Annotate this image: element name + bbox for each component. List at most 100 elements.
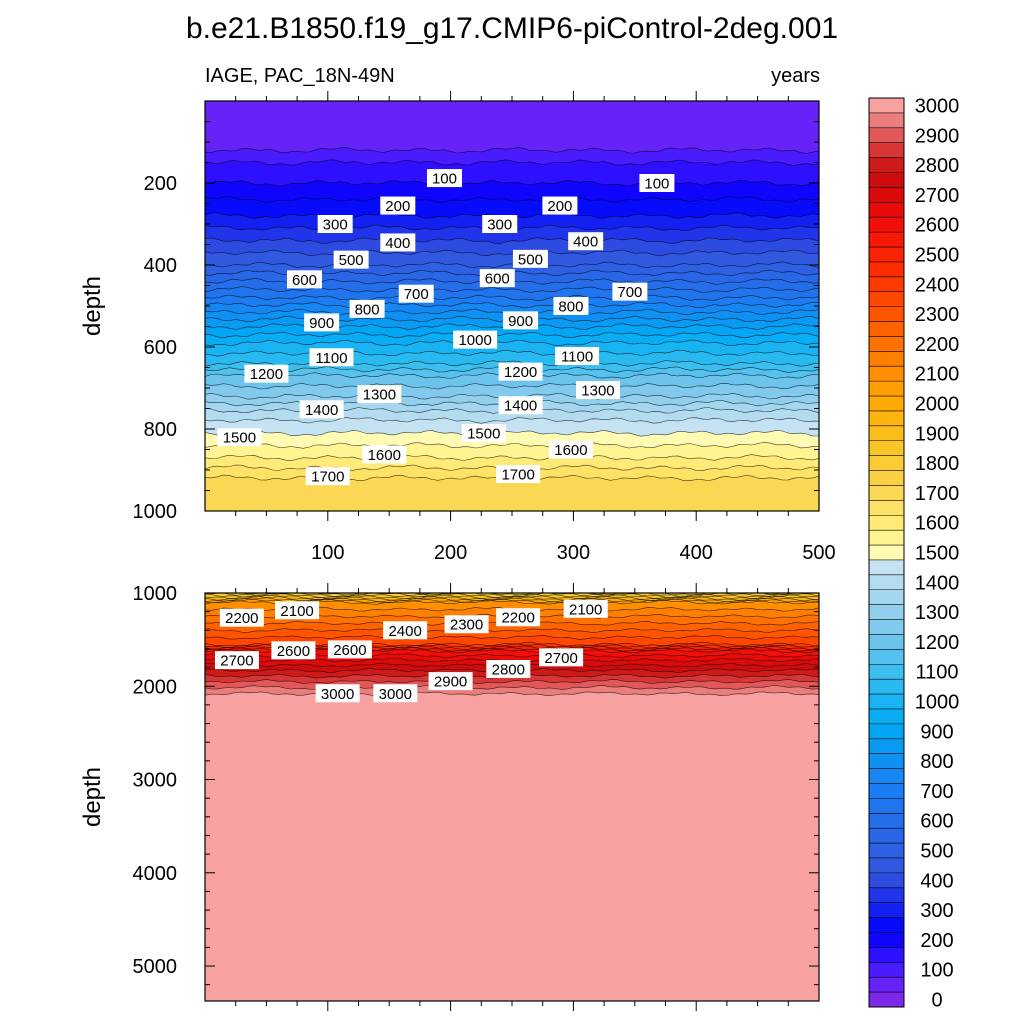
contour-line — [205, 598, 819, 604]
colorbar-swatch — [869, 932, 904, 948]
contour-line — [205, 441, 819, 449]
colorbar-label: 600 — [920, 811, 953, 833]
colorbar-swatch — [869, 306, 904, 323]
colorbar-label: 2600 — [915, 215, 960, 237]
colorbar-swatch — [869, 276, 904, 293]
contour-label-text: 1400 — [305, 402, 338, 419]
colorbar-label: 2000 — [915, 393, 960, 415]
contour-label: 2100 — [563, 599, 608, 618]
y-tick-label: 2000 — [133, 676, 178, 698]
colorbar-label: 1400 — [915, 572, 960, 594]
colorbar-swatch — [869, 992, 904, 1008]
contour-line — [205, 261, 819, 269]
colorbar-swatch — [869, 98, 904, 114]
colorbar-swatch — [869, 917, 904, 933]
contour-line — [205, 628, 819, 633]
y-tick-label: 1000 — [133, 583, 178, 605]
colorbar-swatch — [869, 872, 904, 889]
contour-label: 700 — [612, 282, 648, 301]
contour-line — [205, 679, 819, 684]
contour-label-text: 2400 — [388, 623, 421, 640]
colorbar-swatch — [869, 247, 904, 263]
colorbar-swatch — [869, 604, 904, 621]
contour-label-text: 2100 — [569, 601, 602, 618]
colorbar-swatch — [869, 947, 904, 963]
contour-label: 2100 — [275, 601, 320, 620]
contour-label-text: 1000 — [458, 332, 491, 349]
colorbar-swatch — [869, 962, 904, 978]
colorbar-swatch — [869, 202, 904, 218]
contour-label-text: 100 — [432, 171, 457, 188]
contour-label-text: 400 — [573, 234, 598, 251]
contour-line — [205, 196, 819, 203]
colorbar-label: 1200 — [915, 632, 960, 654]
colorbar-swatch — [869, 321, 904, 337]
contour-label-text: 500 — [518, 251, 543, 268]
colorbar-swatch — [869, 828, 904, 844]
colorbar-swatch — [869, 545, 904, 561]
colorbar-swatch — [869, 485, 904, 501]
contour-label: 2200 — [496, 608, 541, 627]
contour-line — [205, 294, 819, 302]
contour-line — [205, 685, 819, 690]
contour-line — [205, 594, 819, 600]
contour-label-text: 300 — [323, 217, 348, 234]
x-tick-label: 100 — [311, 542, 344, 564]
contour-label: 200 — [542, 196, 578, 215]
contour-line — [205, 593, 819, 596]
contour-label-text: 2700 — [544, 650, 577, 667]
contour-label-text: 3000 — [321, 686, 354, 703]
colorbar-swatch — [869, 887, 904, 904]
colorbar-swatch — [869, 977, 904, 993]
contour-label-text: 2200 — [501, 610, 534, 627]
colorbar-swatch — [869, 753, 904, 770]
colorbar-swatch — [869, 127, 904, 144]
contour-label-text: 900 — [508, 313, 533, 330]
contour-label: 600 — [286, 270, 322, 289]
contour-label: 3000 — [373, 684, 418, 703]
lower-contour-labels: 2200 2100 2100 2400 2300 2200 2700 2600 2600 2700… — [214, 599, 608, 703]
colorbar-swatch — [869, 515, 904, 531]
contour-label: 400 — [380, 233, 416, 252]
contour-label-text: 1200 — [504, 364, 537, 381]
colorbar-swatch — [869, 381, 904, 397]
contour-label: 2900 — [428, 672, 473, 691]
contour-label: 300 — [482, 215, 518, 234]
contour-label: 2700 — [539, 648, 584, 667]
contour-label-text: 400 — [385, 235, 410, 252]
upper-contour-labels: 100 100 200 200 300 300 400 400 500 500 600 600 700 7… — [217, 169, 675, 486]
contour-line — [205, 159, 819, 166]
variable-label: IAGE, PAC_18N-49N — [205, 65, 395, 87]
figure-title: b.e21.B1850.f19_g17.CMIP6-piControl-2deg… — [186, 12, 838, 45]
contour-label-text: 800 — [558, 299, 583, 316]
colorbar-label: 400 — [920, 870, 953, 892]
units-label: years — [771, 65, 820, 87]
contour-label: 1400 — [498, 396, 543, 415]
colorbar-swatch — [869, 694, 904, 710]
contour-label: 500 — [512, 249, 548, 268]
contour-line — [205, 179, 819, 187]
colorbar-swatch — [869, 723, 904, 740]
contour-label: 800 — [349, 299, 385, 318]
colorbar-label: 2400 — [915, 274, 960, 296]
contour-label-text: 300 — [487, 217, 512, 234]
colorbar-label: 0 — [931, 990, 942, 1012]
colorbar-swatch — [869, 157, 904, 174]
contour-label-text: 1700 — [501, 467, 534, 484]
y-tick-label: 600 — [144, 337, 177, 359]
contour-label: 200 — [380, 196, 416, 215]
contour-line — [205, 429, 819, 437]
contour-label-text: 600 — [292, 272, 317, 289]
colorbar-swatch — [869, 172, 904, 188]
colorbar-label: 1000 — [915, 692, 960, 714]
colorbar-swatch — [869, 783, 904, 799]
colorbar-label: 100 — [920, 960, 953, 982]
colorbar-label: 2200 — [915, 334, 960, 356]
contour-label-text: 2600 — [277, 643, 310, 660]
contour-label: 1000 — [453, 330, 498, 349]
contour-label: 100 — [639, 174, 675, 193]
contour-label: 2200 — [219, 608, 264, 627]
contour-line — [205, 237, 819, 244]
colorbar-swatch — [869, 813, 904, 829]
colorbar-swatch — [869, 440, 904, 457]
